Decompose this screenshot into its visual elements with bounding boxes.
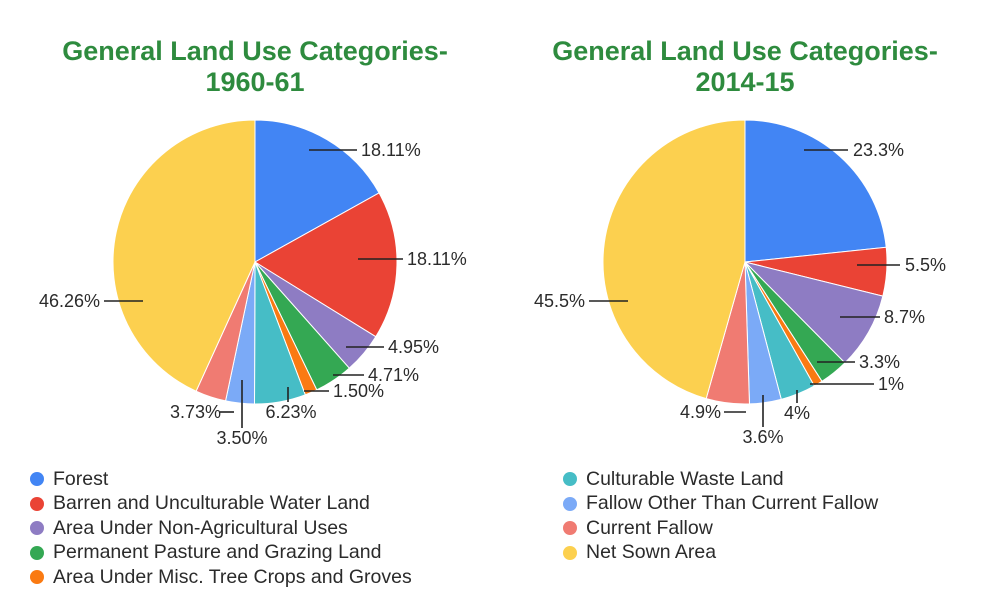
- chart-title-line: General Land Use Categories-: [62, 36, 448, 66]
- legend-item-culturable-waste-land: Culturable Waste Land: [563, 467, 878, 492]
- legend-label: Barren and Unculturable Water Land: [53, 492, 370, 515]
- chart-title-line: General Land Use Categories-: [552, 36, 938, 66]
- legend-item-area-under-misc-tree-crops-and-groves: Area Under Misc. Tree Crops and Groves: [30, 565, 412, 590]
- data-label-permanent-pasture-and-grazing-land: 4.71%: [368, 365, 419, 385]
- data-label-barren-and-unculturable-water-land: 18.11%: [407, 249, 467, 269]
- legend-label: Area Under Non-Agricultural Uses: [53, 516, 348, 539]
- data-label-current-fallow: 4.9%: [680, 402, 721, 422]
- data-label-area-under-misc-tree-crops-and-groves: 1%: [878, 374, 904, 394]
- legend-label: Permanent Pasture and Grazing Land: [53, 541, 382, 564]
- legend-right: Culturable Waste Land Fallow Other Than C…: [563, 467, 878, 565]
- legend-item-fallow-other-than-current-fallow: Fallow Other Than Current Fallow: [563, 492, 878, 517]
- legend-label: Forest: [53, 467, 109, 490]
- legend-label: Current Fallow: [586, 516, 713, 539]
- pie-slice-net-sown-area: [112, 119, 256, 392]
- legend-swatch: [563, 545, 577, 560]
- legend-left: Forest Barren and Unculturable Water Land…: [30, 467, 412, 590]
- data-label-culturable-waste-land: 4%: [784, 403, 810, 423]
- pie-slice-barren-and-unculturable-water-land: [254, 192, 398, 338]
- pie-chart-2014-15: 23.3% 5.5% 8.7% 3.3%1% 4%3.6% 4.9% 45.5%: [534, 119, 946, 447]
- legend-swatch: [563, 496, 577, 511]
- legend-item-permanent-pasture-and-grazing-land: Permanent Pasture and Grazing Land: [30, 541, 412, 566]
- data-label-forest: 18.11%: [361, 140, 421, 160]
- data-label-area-under-non-agricultural-uses: 4.95%: [388, 337, 439, 357]
- data-label-current-fallow: 3.73%: [170, 402, 221, 422]
- chart-title-year: 1960-61: [205, 67, 305, 97]
- pie-slice-forest: [254, 119, 380, 263]
- pie-slice-forest: [744, 119, 887, 263]
- legend-swatch: [563, 521, 577, 536]
- pie-slice-net-sown-area: [602, 119, 746, 400]
- data-label-barren-and-unculturable-water-land: 5.5%: [905, 255, 946, 275]
- data-label-fallow-other-than-current-fallow: 3.50%: [216, 428, 267, 448]
- legend-swatch: [563, 472, 577, 487]
- chart-title-year: 2014-15: [695, 67, 795, 97]
- legend-item-area-under-non-agricultural-uses: Area Under Non-Agricultural Uses: [30, 516, 412, 541]
- legend-label: Net Sown Area: [586, 541, 717, 564]
- legend-item-barren-and-unculturable-water-land: Barren and Unculturable Water Land: [30, 492, 412, 517]
- data-label-fallow-other-than-current-fallow: 3.6%: [742, 427, 783, 447]
- legend-label: Area Under Misc. Tree Crops and Groves: [53, 565, 412, 588]
- chart-title-1960-61: General Land Use Categories- 1960-61: [25, 36, 485, 98]
- data-label-area-under-non-agricultural-uses: 8.7%: [884, 307, 925, 327]
- pie-charts: 18.11% 18.11% 4.95% 4.71%1.50% 6.23% 3.50% 3.7…: [39, 119, 946, 448]
- data-label-permanent-pasture-and-grazing-land: 3.3%: [859, 352, 900, 372]
- data-label-net-sown-area: 46.26%: [39, 291, 100, 311]
- legend-swatch: [30, 472, 44, 487]
- legend-swatch: [30, 570, 44, 585]
- data-label-culturable-waste-land: 6.23%: [265, 402, 316, 422]
- legend-item-forest: Forest: [30, 467, 412, 492]
- legend-item-current-fallow: Current Fallow: [563, 516, 878, 541]
- data-label-area-under-misc-tree-crops-and-groves: 1.50%: [333, 381, 384, 401]
- legend-item-net-sown-area: Net Sown Area: [563, 541, 878, 566]
- chart-title-2014-15: General Land Use Categories- 2014-15: [515, 36, 975, 98]
- legend-label: Culturable Waste Land: [586, 467, 784, 490]
- legend-swatch: [30, 521, 44, 536]
- legend-label: Fallow Other Than Current Fallow: [586, 492, 879, 515]
- legend-swatch: [30, 545, 44, 560]
- legend-swatch: [30, 496, 44, 511]
- pie-chart-1960-61: 18.11% 18.11% 4.95% 4.71%1.50% 6.23% 3.50% 3.7…: [39, 119, 467, 448]
- data-label-forest: 23.3%: [853, 140, 904, 160]
- data-label-net-sown-area: 45.5%: [534, 291, 585, 311]
